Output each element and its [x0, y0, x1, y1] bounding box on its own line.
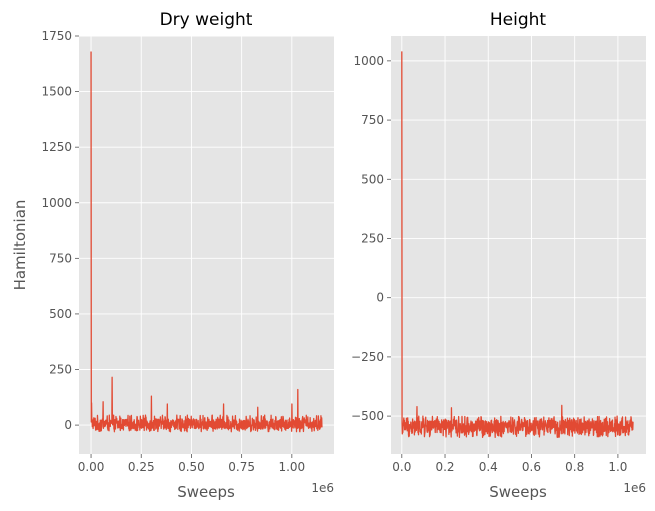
height-y-tick-label: 1000 [353, 54, 384, 68]
height-x-tick-label: 0.2 [435, 460, 454, 474]
dry-weight-y-tick-label: 500 [49, 307, 72, 321]
dry-weight-hamiltonian-line [90, 51, 323, 433]
height-x-axis-label: Sweeps [489, 483, 547, 501]
height-title: Height [490, 10, 547, 30]
height-trace [401, 51, 634, 439]
dry-weight-y-tick-label: 1000 [41, 196, 72, 210]
height-y-tick-label: −500 [351, 409, 384, 423]
dry-weight-x-axis-label: Sweeps [177, 483, 235, 501]
height-y-tick-label: 750 [361, 113, 384, 127]
height-x-offset-label: 1e6 [623, 481, 646, 495]
dry-weight-y-tick-label: 750 [49, 251, 72, 265]
height-ticks: 0.0 0.2 0.4 0.6 0.8 1.0 −500 −250 0 250 500 750 1000 [351, 54, 627, 474]
dry-weight-x-tick-label: 0.00 [78, 460, 105, 474]
height-hamiltonian-line [401, 51, 634, 439]
dry-weight-y-tick-label: 250 [49, 363, 72, 377]
height-y-tick-label: 500 [361, 172, 384, 186]
height-x-tick-label: 0.4 [479, 460, 498, 474]
dry-weight-y-tick-label: 0 [64, 418, 72, 432]
dry-weight-panel: 0.00 0.25 0.50 0.75 1.00 0 250 500 750 1000 1250 15… [11, 10, 334, 501]
height-x-tick-label: 0.0 [392, 460, 411, 474]
dry-weight-x-tick-label: 0.75 [228, 460, 255, 474]
dry-weight-title: Dry weight [160, 10, 253, 30]
height-x-tick-label: 1.0 [608, 460, 627, 474]
height-plot-area [391, 36, 646, 454]
height-y-tick-label: 250 [361, 231, 384, 245]
dry-weight-y-tick-label: 1750 [41, 29, 72, 43]
height-y-tick-label: −250 [351, 350, 384, 364]
dry-weight-y-tick-label: 1500 [41, 85, 72, 99]
dry-weight-plot-area [79, 36, 334, 454]
height-panel: 0.0 0.2 0.4 0.6 0.8 1.0 −500 −250 0 250 500 750 1000… [351, 10, 646, 501]
dry-weight-x-tick-label: 0.25 [128, 460, 155, 474]
height-x-tick-label: 0.6 [522, 460, 541, 474]
height-y-tick-label: 0 [376, 291, 384, 305]
dry-weight-x-tick-label: 1.00 [278, 460, 305, 474]
dry-weight-x-offset-label: 1e6 [311, 481, 334, 495]
dry-weight-x-tick-label: 0.50 [178, 460, 205, 474]
dry-weight-y-tick-label: 1250 [41, 140, 72, 154]
height-x-tick-label: 0.8 [565, 460, 584, 474]
dry-weight-trace [90, 51, 323, 433]
dry-weight-y-axis-label: Hamiltonian [11, 200, 29, 291]
dry-weight-ticks: 0.00 0.25 0.50 0.75 1.00 0 250 500 750 1000 1250 15… [41, 29, 305, 474]
